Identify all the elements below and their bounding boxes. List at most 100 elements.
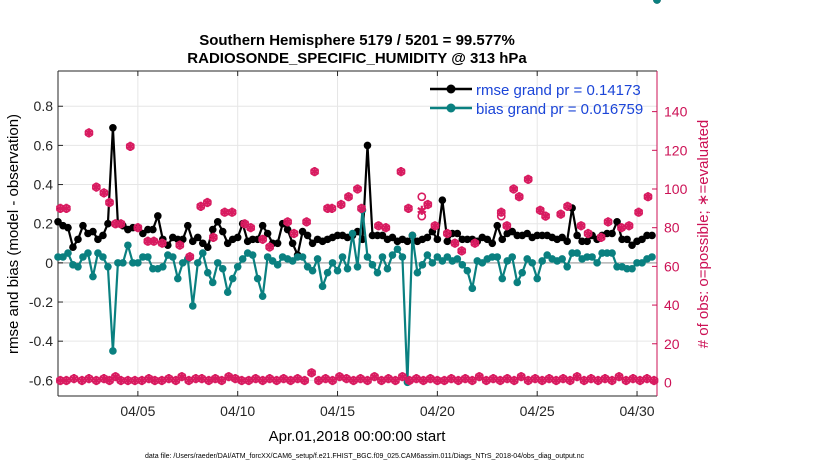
obs-evaluated-marker	[196, 201, 206, 211]
bias-point	[333, 266, 342, 275]
rmse-point	[438, 196, 447, 205]
bias-point	[193, 259, 202, 267]
obs-evaluated-marker	[603, 217, 613, 227]
obs-evaluated-marker	[227, 207, 237, 217]
obs-evaluated-marker	[397, 372, 407, 382]
obs-evaluated-marker	[328, 375, 338, 386]
obs-evaluated-marker	[423, 199, 433, 210]
obs-evaluated-marker	[430, 221, 440, 231]
x-tick-label: 04/15	[320, 403, 355, 419]
obs-evaluated-marker	[403, 203, 413, 213]
bias-point	[508, 253, 517, 261]
bias-point	[573, 249, 581, 257]
bias-point	[413, 268, 422, 277]
obs-evaluated-marker	[470, 238, 480, 248]
legend-rmse-marker	[446, 84, 456, 94]
left-y-axis-label: rmse and bias (model - observation)	[5, 114, 22, 354]
bias-point	[498, 274, 507, 283]
bias-point	[453, 255, 462, 263]
obs-evaluated-marker	[373, 221, 383, 231]
obs-evaluated-marker	[265, 242, 275, 252]
obs-evaluated-marker	[307, 368, 317, 378]
bias-point	[258, 292, 267, 300]
y-left-tick-label: -0.4	[29, 333, 53, 349]
legend-rmse-label: rmse grand pr = 0.14173	[476, 82, 641, 99]
rmse-point	[403, 237, 412, 246]
rmse-point	[453, 229, 462, 238]
bias-point	[74, 262, 82, 271]
obs-evaluated-marker	[177, 372, 187, 382]
right-y-axis: 0 20 40 60 80 100 120 140	[652, 104, 688, 390]
bias-point	[463, 266, 472, 275]
x-tick-label: 04/10	[220, 403, 255, 419]
bias-point	[64, 249, 72, 257]
bias-point	[538, 257, 546, 265]
y-right-tick-label: 80	[664, 220, 680, 236]
bias-point	[373, 268, 382, 277]
bias-point	[458, 261, 467, 269]
bias-point	[84, 249, 92, 257]
right-y-axis-label: # of obs: o=possible; ∗=evaluated	[695, 120, 712, 349]
obs-evaluated-marker	[607, 375, 617, 386]
bias-point	[89, 272, 97, 281]
rmse-point	[648, 231, 656, 240]
rmse-point	[433, 235, 442, 244]
bias-point	[104, 262, 112, 271]
obs-evaluated-marker	[352, 184, 363, 194]
plot-axes	[57, 70, 658, 397]
bias-point	[213, 259, 222, 267]
obs-evaluated-marker	[289, 228, 299, 239]
bias-point	[169, 253, 177, 261]
rmse-point	[69, 243, 77, 252]
bias-point	[228, 274, 237, 283]
bias-point	[423, 251, 432, 259]
x-axis-label: Apr.01,2018 00:00:00 start	[269, 428, 447, 445]
bias-point	[383, 264, 392, 273]
obs-evaluated-marker	[327, 203, 337, 213]
bias-point	[408, 231, 417, 240]
obs-evaluated-marker	[509, 375, 519, 386]
obs-evaluated-marker	[185, 252, 195, 262]
bias-point	[563, 262, 571, 271]
x-axis: 04/05 04/10 04/15 04/20 04/25 04/30	[120, 71, 655, 419]
obs-evaluated-marker	[556, 209, 566, 219]
bias-point	[348, 229, 357, 238]
bias-point	[533, 274, 541, 283]
bias-point	[343, 264, 352, 273]
bias-point	[653, 0, 661, 4]
rmse-point	[64, 223, 72, 232]
bias-point	[588, 253, 596, 261]
obs-evaluated-marker	[467, 375, 477, 386]
bias-point	[628, 264, 636, 273]
bias-point	[134, 259, 142, 267]
rmse-point	[154, 212, 162, 220]
observation-count-markers	[55, 128, 659, 386]
y-left-tick-label: 0.2	[34, 216, 54, 232]
obs-evaluated-marker	[572, 372, 582, 382]
obs-evaluated-marker	[208, 232, 218, 242]
bias-point	[109, 347, 117, 355]
bias-point	[308, 266, 317, 275]
obs-evaluated-marker	[116, 219, 126, 229]
obs-evaluated-marker	[442, 228, 452, 239]
obs-evaluated-marker	[390, 375, 400, 386]
obs-evaluated-marker	[336, 199, 346, 210]
obs-evaluated-marker	[381, 223, 391, 233]
rmse-point	[488, 239, 497, 248]
x-tick-label: 04/25	[520, 403, 555, 419]
y-left-tick-label: 0.6	[34, 137, 54, 153]
bias-point	[119, 259, 127, 267]
obs-evaluated-marker	[634, 207, 644, 217]
obs-evaluated-marker	[474, 372, 484, 382]
obs-evaluated-marker	[91, 375, 101, 386]
obs-evaluated-marker	[362, 375, 373, 386]
bias-point	[468, 284, 477, 293]
obs-evaluated-marker	[91, 182, 101, 192]
bias-point	[493, 253, 502, 261]
rmse-point	[443, 237, 452, 246]
bias-point	[593, 259, 601, 267]
bias-point	[323, 268, 332, 277]
obs-evaluated-marker	[220, 207, 230, 217]
x-tick-label: 04/30	[620, 403, 655, 419]
